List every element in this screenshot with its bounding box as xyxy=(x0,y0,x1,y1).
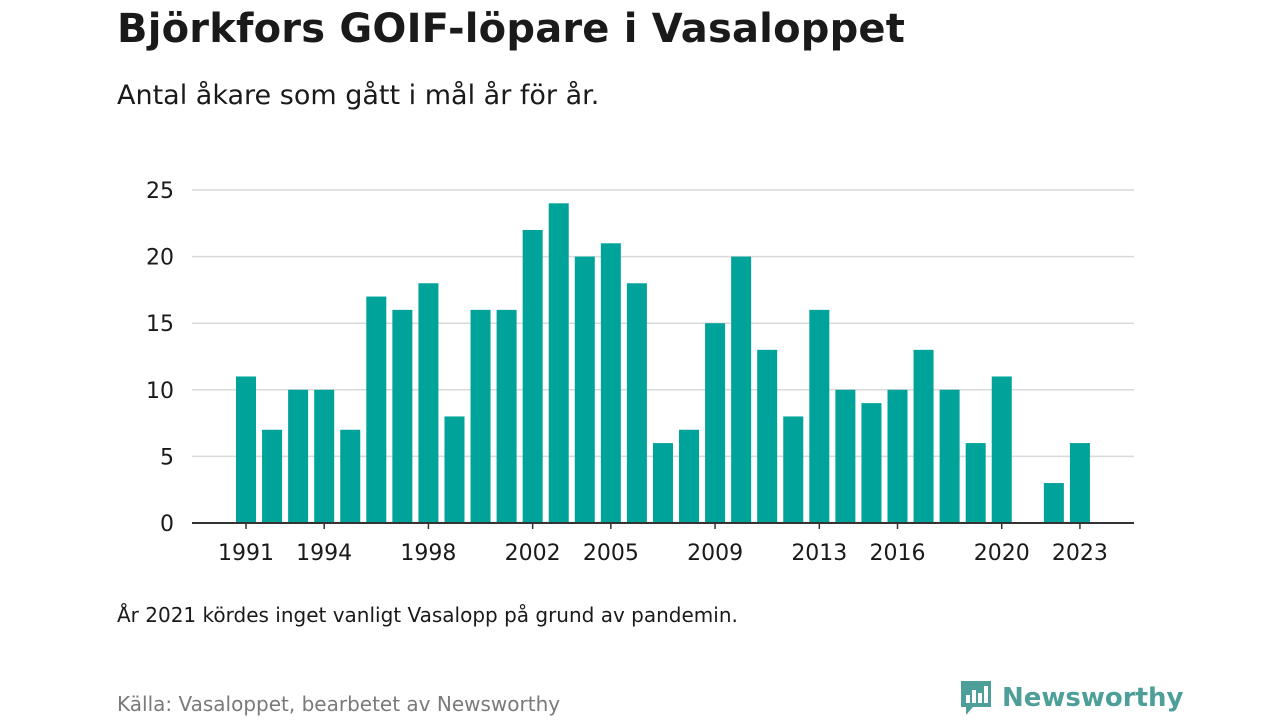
bar xyxy=(626,283,647,523)
bar xyxy=(496,309,517,523)
source-text: Källa: Vasaloppet, bearbetet av Newswort… xyxy=(117,692,561,716)
bar xyxy=(444,416,465,523)
chart-subtitle: Antal åkare som gått i mål år för år. xyxy=(117,80,600,111)
bar xyxy=(809,309,830,523)
bar xyxy=(991,376,1012,523)
y-tick-label: 25 xyxy=(146,179,174,204)
bar xyxy=(652,443,673,523)
bar xyxy=(887,389,908,523)
x-tick-label: 2016 xyxy=(870,541,926,566)
bar xyxy=(262,429,283,523)
bar xyxy=(236,376,256,523)
bar xyxy=(783,416,804,523)
y-tick-label: 15 xyxy=(146,312,174,337)
y-tick-label: 10 xyxy=(146,379,174,404)
bar xyxy=(470,309,491,523)
bar xyxy=(574,256,595,523)
brand-name: Newsworthy xyxy=(1002,683,1184,713)
bar xyxy=(548,203,569,523)
bar xyxy=(314,389,335,523)
x-tick-label: 1998 xyxy=(400,541,456,566)
x-tick-label: 2005 xyxy=(583,541,639,566)
bar xyxy=(288,389,309,523)
x-tick-label: 1994 xyxy=(296,541,352,566)
newsworthy-logo-icon xyxy=(961,681,991,715)
bar xyxy=(340,429,361,523)
y-tick-label: 0 xyxy=(160,512,174,537)
bar-chart: 0 5 10 15 20 25 1991 1994 1998 2002 2005 2009 2013 20… xyxy=(146,179,1134,566)
brand-logo[interactable]: Newsworthy xyxy=(958,678,1183,718)
bar xyxy=(861,403,882,523)
bar xyxy=(757,349,778,523)
bar xyxy=(939,389,960,523)
bar xyxy=(835,389,856,523)
bar xyxy=(522,229,543,523)
bar xyxy=(600,243,621,523)
chart-title: Björkfors GOIF-löpare i Vasaloppet xyxy=(117,6,906,52)
axes: 0 5 10 15 20 25 1991 1994 1998 2002 2005 2009 2013 20… xyxy=(146,179,1134,566)
bar xyxy=(1069,443,1090,523)
bars xyxy=(236,203,1090,523)
bar xyxy=(418,283,439,523)
x-tick-label: 2002 xyxy=(505,541,561,566)
y-tick-label: 5 xyxy=(160,445,174,470)
bar xyxy=(731,256,752,523)
bar xyxy=(965,443,986,523)
x-tick-label: 2023 xyxy=(1052,541,1108,566)
y-tick-label: 20 xyxy=(146,246,174,271)
footnote: År 2021 kördes inget vanligt Vasalopp på… xyxy=(117,603,738,627)
x-tick-label: 2013 xyxy=(791,541,847,566)
bar xyxy=(392,309,413,523)
bar xyxy=(366,296,387,523)
x-tick-label: 1991 xyxy=(218,541,274,566)
bar xyxy=(1043,483,1064,523)
bar xyxy=(913,349,934,523)
bar xyxy=(705,323,726,523)
x-tick-label: 2020 xyxy=(974,541,1030,566)
x-tick-label: 2009 xyxy=(687,541,743,566)
bar xyxy=(679,429,700,523)
